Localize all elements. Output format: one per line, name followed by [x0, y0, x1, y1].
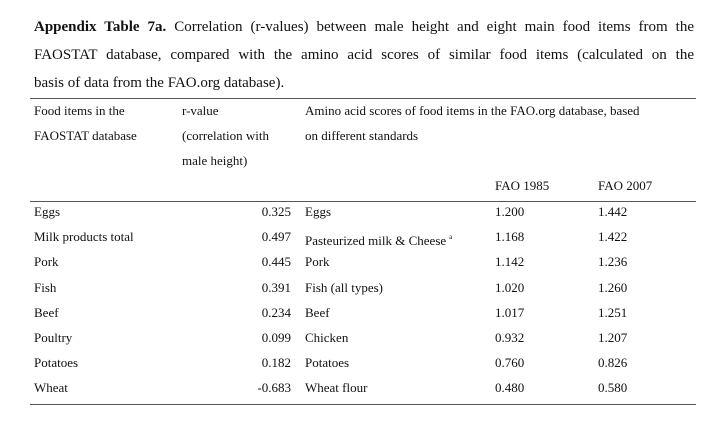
cell: Beef: [34, 304, 59, 320]
table-bottom-rule: [30, 404, 696, 405]
caption-line: basis of data from the FAO.org database)…: [34, 75, 285, 91]
header-text: FAO 2007: [598, 178, 653, 193]
cell: 1.422: [598, 229, 628, 245]
caption-line: Appendix Table 7a. Correlation (r-values…: [34, 17, 694, 37]
cell: 0.497: [261, 229, 291, 245]
cell: 0.445: [261, 254, 291, 270]
header-text: Amino acid scores of food items in the F…: [305, 103, 640, 118]
header-text: r-value: [182, 103, 219, 118]
cell: 0.932: [495, 330, 525, 345]
cell: 0.760: [495, 355, 525, 371]
cell: Pork: [305, 254, 330, 270]
header-text: Food items in the: [34, 103, 125, 118]
cell: 0.826: [598, 355, 628, 371]
cell: 0.391: [261, 279, 291, 295]
cell: 0.325: [261, 204, 291, 219]
cell: -0.683: [257, 380, 291, 396]
cell: 1.236: [598, 254, 628, 270]
caption-label: Appendix Table 7a.: [34, 19, 167, 35]
cell: 0.099: [261, 330, 291, 345]
cell: Pasteurized milk & Cheese a: [305, 233, 453, 249]
header-text: male height): [182, 153, 248, 168]
cell: Chicken: [305, 330, 349, 345]
cell: 1.168: [495, 229, 525, 245]
table-top-rule: [30, 98, 696, 99]
cell: 1.200: [495, 204, 525, 219]
cell: 1.260: [598, 279, 628, 295]
header-text: on different standards: [305, 128, 419, 143]
caption-line: FAOSTAT database, compared with the amin…: [34, 47, 694, 63]
cell: Potatoes: [34, 355, 79, 371]
caption-text: Correlation (r-values) between male heig…: [174, 19, 694, 35]
cell: Pork: [34, 254, 59, 270]
cell: 1.020: [495, 279, 525, 295]
cell: Fish (all types): [305, 279, 383, 295]
cell: 1.251: [598, 304, 628, 320]
cell: 0.182: [261, 355, 291, 371]
cell: 0.480: [495, 380, 525, 396]
header-text: (correlation with: [182, 128, 269, 143]
cell: Potatoes: [305, 355, 350, 371]
header-text: FAOSTAT database: [34, 128, 137, 143]
cell: Fish: [34, 279, 57, 295]
footnote-mark: a: [449, 233, 453, 242]
cell: Wheat: [34, 380, 68, 396]
cell: Beef: [305, 304, 330, 320]
cell: Eggs: [34, 204, 60, 219]
cell: 1.207: [598, 330, 628, 345]
cell: Poultry: [34, 330, 73, 345]
cell: 1.142: [495, 254, 525, 270]
header-text: FAO 1985: [495, 178, 550, 193]
cell: 0.234: [261, 304, 291, 320]
cell: 0.580: [598, 380, 628, 396]
cell: 1.017: [495, 304, 525, 320]
cell: 1.442: [598, 204, 628, 219]
cell: Milk products total: [34, 229, 134, 245]
cell: Wheat flour: [305, 380, 368, 396]
header-rule: [30, 201, 696, 202]
cell: Eggs: [305, 204, 331, 219]
